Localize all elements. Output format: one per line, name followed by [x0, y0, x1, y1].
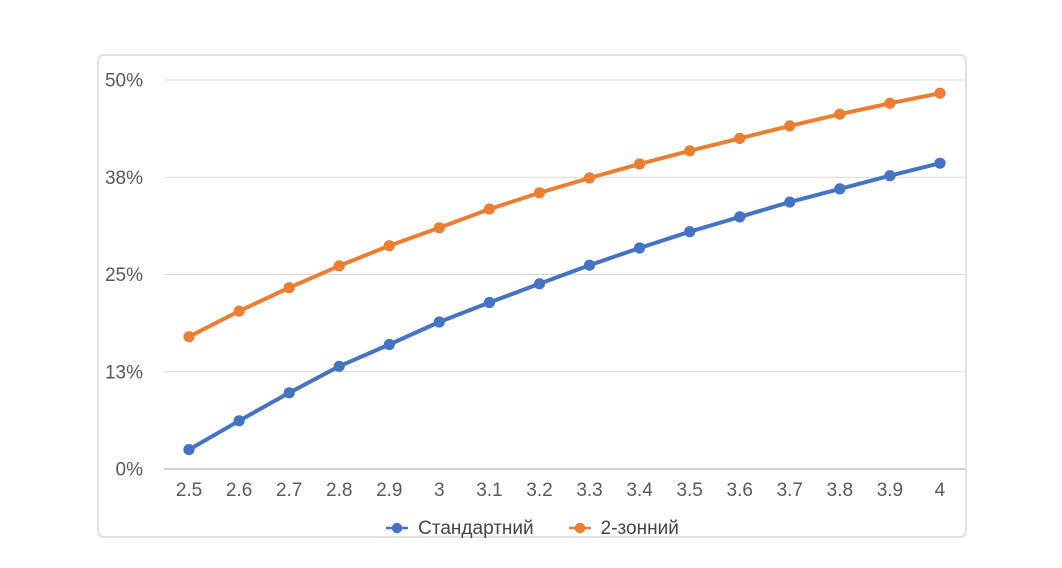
- x-tick-label: 2.5: [176, 480, 202, 501]
- data-point-marker: [684, 145, 696, 157]
- x-tick-label: 3.5: [676, 480, 702, 501]
- x-tick-label: 3.7: [777, 480, 803, 501]
- data-point-marker: [283, 282, 295, 294]
- data-point-marker: [884, 170, 896, 182]
- data-point-marker: [483, 203, 495, 215]
- x-tick-label: 2.9: [376, 480, 402, 501]
- line-marker-icon: [568, 522, 591, 534]
- data-point-marker: [634, 158, 646, 170]
- data-point-marker: [934, 87, 946, 99]
- data-point-marker: [333, 360, 345, 372]
- x-tick-label: 3.8: [827, 480, 853, 501]
- data-point-marker: [283, 387, 295, 399]
- data-point-marker: [383, 240, 395, 252]
- x-tick-label: 3.4: [626, 480, 653, 501]
- data-point-marker: [233, 305, 245, 317]
- data-point-marker: [233, 415, 245, 427]
- x-tick-label: 4: [935, 480, 946, 501]
- data-point-marker: [333, 260, 345, 272]
- data-point-marker: [533, 187, 546, 199]
- line-marker-icon: [386, 522, 409, 534]
- data-point-marker: [383, 338, 395, 351]
- x-tick-label: 3.6: [727, 480, 753, 501]
- x-tick-label: 2.8: [326, 480, 352, 501]
- data-point-marker: [834, 108, 846, 120]
- y-tick-label: 50%: [105, 71, 143, 92]
- plot-area: 0% 13% 25% 38% 50% 2.5 2.6 2.7 2.8 2.9 3 3.1 3.2 3.3 3…: [105, 71, 965, 501]
- data-point-marker: [583, 172, 596, 184]
- y-tick-label: 0%: [116, 460, 144, 481]
- legend-item-standartnyi: Стандартний: [385, 519, 534, 538]
- data-point-marker: [734, 211, 746, 223]
- data-point-marker: [834, 183, 846, 195]
- chart-legend: Стандартний 2-зонний: [99, 514, 965, 542]
- legend-label: 2-зонний: [600, 517, 679, 539]
- x-tick-label: 3: [434, 480, 445, 501]
- data-point-marker: [884, 97, 896, 109]
- chart-frame: 0% 13% 25% 38% 50% 2.5 2.6 2.7 2.8 2.9 3 3.1 3.2 3.3 3…: [97, 54, 967, 538]
- series-line-Стандартний: [187, 161, 942, 452]
- x-tick-label: 3.1: [476, 480, 502, 501]
- data-point-marker: [784, 196, 796, 208]
- data-point-marker: [433, 222, 445, 234]
- x-tick-label: 2.7: [276, 480, 302, 501]
- data-point-marker: [533, 278, 546, 290]
- data-point-marker: [483, 296, 495, 309]
- y-tick-label: 38%: [105, 168, 143, 189]
- data-point-marker: [183, 444, 195, 456]
- x-tick-label: 3.9: [877, 480, 903, 501]
- x-tick-label: 3.3: [576, 480, 602, 501]
- data-point-marker: [934, 157, 946, 169]
- x-tick-label: 2.6: [226, 480, 252, 501]
- data-point-marker: [183, 331, 195, 343]
- data-point-marker: [784, 120, 796, 132]
- data-point-marker: [583, 259, 596, 271]
- data-point-marker: [634, 242, 646, 254]
- data-point-marker: [684, 226, 696, 238]
- legend-label: Стандартний: [418, 517, 534, 539]
- series-line-2-зонний: [187, 91, 942, 339]
- data-point-marker: [433, 316, 445, 328]
- data-point-marker: [734, 132, 746, 144]
- legend-item-2-zonnyi: 2-зонний: [568, 519, 679, 538]
- y-tick-label: 25%: [105, 265, 143, 286]
- x-tick-label: 3.2: [526, 480, 552, 501]
- y-tick-label: 13%: [105, 362, 143, 383]
